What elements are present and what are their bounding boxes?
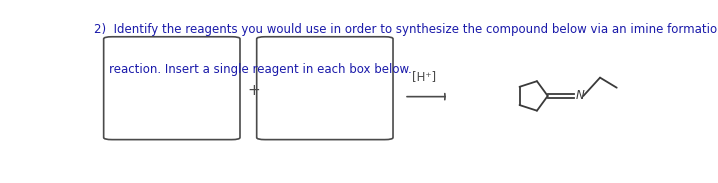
- Text: 2)  Identify the reagents you would use in order to synthesize the compound belo: 2) Identify the reagents you would use i…: [94, 23, 718, 36]
- Text: +: +: [248, 83, 261, 98]
- Text: [H⁺]: [H⁺]: [412, 70, 437, 83]
- FancyBboxPatch shape: [103, 37, 240, 140]
- Text: N: N: [576, 89, 585, 102]
- Text: reaction. Insert a single reagent in each box below.: reaction. Insert a single reagent in eac…: [94, 63, 412, 76]
- FancyBboxPatch shape: [257, 37, 393, 140]
